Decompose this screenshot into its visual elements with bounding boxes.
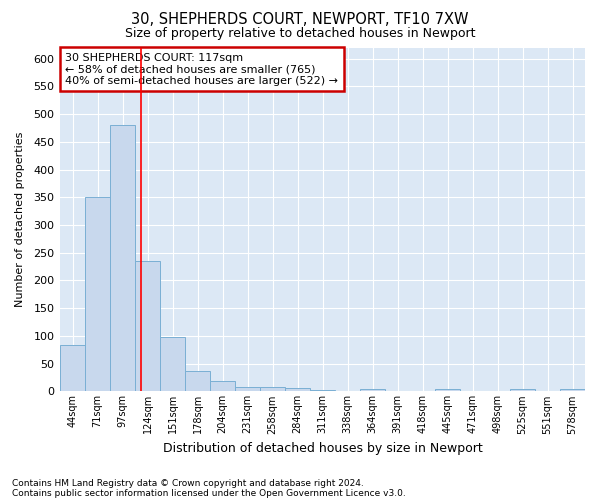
Bar xyxy=(260,387,285,392)
Bar xyxy=(160,337,185,392)
Bar xyxy=(185,371,210,392)
Text: 30 SHEPHERDS COURT: 117sqm
← 58% of detached houses are smaller (765)
40% of sem: 30 SHEPHERDS COURT: 117sqm ← 58% of deta… xyxy=(65,52,338,86)
Bar xyxy=(210,382,235,392)
X-axis label: Distribution of detached houses by size in Newport: Distribution of detached houses by size … xyxy=(163,442,482,455)
Text: Contains public sector information licensed under the Open Government Licence v3: Contains public sector information licen… xyxy=(12,488,406,498)
Bar xyxy=(360,388,385,392)
Bar xyxy=(435,388,460,392)
Bar xyxy=(310,390,335,392)
Text: Contains HM Land Registry data © Crown copyright and database right 2024.: Contains HM Land Registry data © Crown c… xyxy=(12,478,364,488)
Bar xyxy=(60,345,85,392)
Bar xyxy=(85,198,110,392)
Bar xyxy=(110,125,135,392)
Bar xyxy=(510,388,535,392)
Y-axis label: Number of detached properties: Number of detached properties xyxy=(15,132,25,307)
Bar xyxy=(235,387,260,392)
Bar xyxy=(285,388,310,392)
Bar xyxy=(560,388,585,392)
Bar xyxy=(135,261,160,392)
Text: 30, SHEPHERDS COURT, NEWPORT, TF10 7XW: 30, SHEPHERDS COURT, NEWPORT, TF10 7XW xyxy=(131,12,469,28)
Text: Size of property relative to detached houses in Newport: Size of property relative to detached ho… xyxy=(125,28,475,40)
